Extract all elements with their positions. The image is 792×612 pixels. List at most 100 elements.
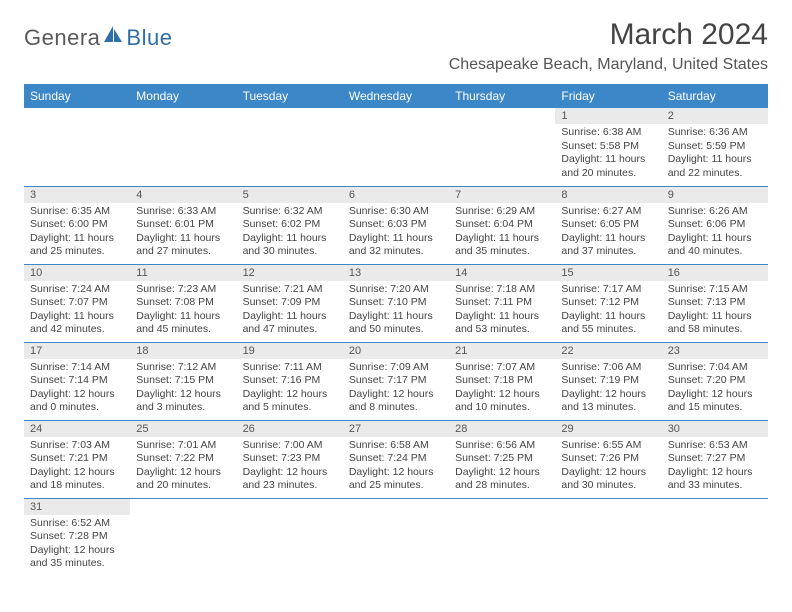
- header: Genera Blue March 2024 Chesapeake Beach,…: [24, 18, 768, 74]
- day-body: Sunrise: 6:53 AMSunset: 7:27 PMDaylight:…: [662, 437, 768, 498]
- day-body: Sunrise: 7:14 AMSunset: 7:14 PMDaylight:…: [24, 359, 130, 420]
- day-body: [449, 124, 555, 130]
- calendar-cell: [130, 498, 236, 576]
- day-number: 14: [449, 265, 555, 281]
- calendar-cell: 24Sunrise: 7:03 AMSunset: 7:21 PMDayligh…: [24, 420, 130, 498]
- day-number: [24, 108, 130, 124]
- day-body: [555, 515, 661, 521]
- calendar-cell: 3Sunrise: 6:35 AMSunset: 6:00 PMDaylight…: [24, 186, 130, 264]
- day-number: 2: [662, 108, 768, 124]
- day-number: 22: [555, 343, 661, 359]
- day-number: 5: [237, 187, 343, 203]
- day-number: [130, 499, 236, 515]
- calendar-cell: 6Sunrise: 6:30 AMSunset: 6:03 PMDaylight…: [343, 186, 449, 264]
- day-body: Sunrise: 7:18 AMSunset: 7:11 PMDaylight:…: [449, 281, 555, 342]
- day-body: Sunrise: 6:38 AMSunset: 5:58 PMDaylight:…: [555, 124, 661, 185]
- calendar-week-row: 31Sunrise: 6:52 AMSunset: 7:28 PMDayligh…: [24, 498, 768, 576]
- calendar-cell: 30Sunrise: 6:53 AMSunset: 7:27 PMDayligh…: [662, 420, 768, 498]
- calendar-cell: 16Sunrise: 7:15 AMSunset: 7:13 PMDayligh…: [662, 264, 768, 342]
- logo: Genera Blue: [24, 24, 172, 51]
- calendar-cell: [449, 108, 555, 186]
- day-body: Sunrise: 7:03 AMSunset: 7:21 PMDaylight:…: [24, 437, 130, 498]
- day-body: Sunrise: 6:27 AMSunset: 6:05 PMDaylight:…: [555, 203, 661, 264]
- calendar-cell: [24, 108, 130, 186]
- day-number: 21: [449, 343, 555, 359]
- day-body: Sunrise: 7:24 AMSunset: 7:07 PMDaylight:…: [24, 281, 130, 342]
- calendar-cell: 10Sunrise: 7:24 AMSunset: 7:07 PMDayligh…: [24, 264, 130, 342]
- day-body: Sunrise: 6:29 AMSunset: 6:04 PMDaylight:…: [449, 203, 555, 264]
- day-body: Sunrise: 7:21 AMSunset: 7:09 PMDaylight:…: [237, 281, 343, 342]
- day-body: Sunrise: 6:30 AMSunset: 6:03 PMDaylight:…: [343, 203, 449, 264]
- day-number: 12: [237, 265, 343, 281]
- calendar-cell: 19Sunrise: 7:11 AMSunset: 7:16 PMDayligh…: [237, 342, 343, 420]
- day-body: Sunrise: 7:04 AMSunset: 7:20 PMDaylight:…: [662, 359, 768, 420]
- day-number: 9: [662, 187, 768, 203]
- calendar-cell: [662, 498, 768, 576]
- day-number: [343, 108, 449, 124]
- day-number: [449, 108, 555, 124]
- calendar-cell: 11Sunrise: 7:23 AMSunset: 7:08 PMDayligh…: [130, 264, 236, 342]
- calendar-week-row: 24Sunrise: 7:03 AMSunset: 7:21 PMDayligh…: [24, 420, 768, 498]
- day-body: Sunrise: 7:11 AMSunset: 7:16 PMDaylight:…: [237, 359, 343, 420]
- day-body: Sunrise: 7:12 AMSunset: 7:15 PMDaylight:…: [130, 359, 236, 420]
- calendar-cell: 4Sunrise: 6:33 AMSunset: 6:01 PMDaylight…: [130, 186, 236, 264]
- calendar-cell: [237, 498, 343, 576]
- calendar-cell: 23Sunrise: 7:04 AMSunset: 7:20 PMDayligh…: [662, 342, 768, 420]
- day-number: 24: [24, 421, 130, 437]
- day-body: Sunrise: 6:26 AMSunset: 6:06 PMDaylight:…: [662, 203, 768, 264]
- calendar-cell: 21Sunrise: 7:07 AMSunset: 7:18 PMDayligh…: [449, 342, 555, 420]
- day-number: [343, 499, 449, 515]
- calendar-cell: 2Sunrise: 6:36 AMSunset: 5:59 PMDaylight…: [662, 108, 768, 186]
- calendar-cell: 29Sunrise: 6:55 AMSunset: 7:26 PMDayligh…: [555, 420, 661, 498]
- day-body: [343, 124, 449, 130]
- day-body: Sunrise: 6:56 AMSunset: 7:25 PMDaylight:…: [449, 437, 555, 498]
- day-body: [237, 124, 343, 130]
- day-number: 27: [343, 421, 449, 437]
- day-body: [130, 124, 236, 130]
- day-number: 28: [449, 421, 555, 437]
- day-number: [449, 499, 555, 515]
- weekday-header: Sunday: [24, 84, 130, 108]
- day-number: 10: [24, 265, 130, 281]
- weekday-header: Saturday: [662, 84, 768, 108]
- day-number: 17: [24, 343, 130, 359]
- day-number: 25: [130, 421, 236, 437]
- calendar-week-row: 10Sunrise: 7:24 AMSunset: 7:07 PMDayligh…: [24, 264, 768, 342]
- day-number: 20: [343, 343, 449, 359]
- day-number: 6: [343, 187, 449, 203]
- calendar-cell: 26Sunrise: 7:00 AMSunset: 7:23 PMDayligh…: [237, 420, 343, 498]
- day-number: 3: [24, 187, 130, 203]
- day-number: 15: [555, 265, 661, 281]
- day-body: [24, 124, 130, 130]
- weekday-header: Thursday: [449, 84, 555, 108]
- calendar-cell: 9Sunrise: 6:26 AMSunset: 6:06 PMDaylight…: [662, 186, 768, 264]
- calendar-cell: 27Sunrise: 6:58 AMSunset: 7:24 PMDayligh…: [343, 420, 449, 498]
- day-body: [449, 515, 555, 521]
- day-body: Sunrise: 7:09 AMSunset: 7:17 PMDaylight:…: [343, 359, 449, 420]
- day-body: Sunrise: 7:06 AMSunset: 7:19 PMDaylight:…: [555, 359, 661, 420]
- calendar-body: 1Sunrise: 6:38 AMSunset: 5:58 PMDaylight…: [24, 108, 768, 576]
- day-number: 7: [449, 187, 555, 203]
- logo-text-blue: Blue: [126, 25, 172, 51]
- day-number: [237, 108, 343, 124]
- calendar-cell: 28Sunrise: 6:56 AMSunset: 7:25 PMDayligh…: [449, 420, 555, 498]
- day-number: 4: [130, 187, 236, 203]
- day-number: 16: [662, 265, 768, 281]
- day-number: 30: [662, 421, 768, 437]
- calendar-cell: [130, 108, 236, 186]
- day-number: [130, 108, 236, 124]
- calendar-cell: 8Sunrise: 6:27 AMSunset: 6:05 PMDaylight…: [555, 186, 661, 264]
- weekday-header: Tuesday: [237, 84, 343, 108]
- day-body: Sunrise: 6:33 AMSunset: 6:01 PMDaylight:…: [130, 203, 236, 264]
- calendar-cell: 12Sunrise: 7:21 AMSunset: 7:09 PMDayligh…: [237, 264, 343, 342]
- day-body: [662, 515, 768, 521]
- weekday-header-row: SundayMondayTuesdayWednesdayThursdayFrid…: [24, 84, 768, 108]
- day-body: Sunrise: 7:15 AMSunset: 7:13 PMDaylight:…: [662, 281, 768, 342]
- calendar-cell: 31Sunrise: 6:52 AMSunset: 7:28 PMDayligh…: [24, 498, 130, 576]
- calendar-cell: 13Sunrise: 7:20 AMSunset: 7:10 PMDayligh…: [343, 264, 449, 342]
- day-body: Sunrise: 7:01 AMSunset: 7:22 PMDaylight:…: [130, 437, 236, 498]
- calendar-cell: [343, 498, 449, 576]
- calendar-cell: [449, 498, 555, 576]
- calendar-cell: 17Sunrise: 7:14 AMSunset: 7:14 PMDayligh…: [24, 342, 130, 420]
- title-block: March 2024 Chesapeake Beach, Maryland, U…: [449, 18, 768, 74]
